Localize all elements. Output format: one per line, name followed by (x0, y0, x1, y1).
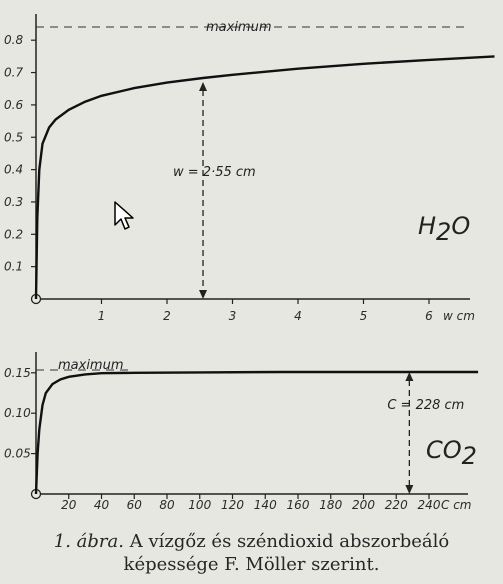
x-tick-label: 5 (360, 309, 368, 323)
y-tick-label: 0.15 (4, 366, 31, 380)
x-tick-label: 3 (229, 309, 237, 323)
x-tick-label: 160 (287, 498, 310, 512)
x-tick-label: 100 (188, 498, 211, 512)
co2-x-ticks: 20 40 60 80 100 120 140 160 180 200 220 240 C cm (61, 494, 471, 512)
arrow-up-icon (199, 82, 208, 91)
x-tick-label: 4 (294, 309, 302, 323)
figure-caption: 1. ábra. A vízgőz és széndioxid abszorbe… (0, 530, 503, 576)
arrow-down-icon (405, 485, 414, 494)
x-tick-label: 60 (127, 498, 143, 512)
h2o-x-ticks: 1 2 3 4 5 6 w cm (98, 299, 475, 323)
caption-line-1: 1. ábra. A vízgőz és széndioxid abszorbe… (0, 530, 503, 553)
y-tick-label: 0.4 (4, 163, 23, 177)
co2-max-label: maximum (58, 358, 124, 373)
annotation-label: w = 2·55 cm (173, 165, 256, 180)
x-tick-label: 120 (221, 498, 244, 512)
figure-label: 1. ábra. (53, 531, 124, 552)
x-tick-label: 80 (159, 498, 175, 512)
x-tick-label: 1 (98, 309, 106, 323)
x-axis-label: C cm (441, 498, 471, 512)
x-tick-label: 240 (418, 498, 441, 512)
mouse-cursor-icon (114, 201, 134, 230)
co2-panel: maximum 0.05 0.10 0.15 20 40 60 80 100 120 140 16… (4, 352, 479, 512)
x-tick-label: 220 (385, 498, 408, 512)
x-tick-label: 40 (94, 498, 110, 512)
h2o-series-line (34, 55, 495, 300)
y-tick-label: 0.8 (4, 33, 23, 47)
annotation-label: C = 228 cm (387, 398, 464, 413)
x-axis-label: w cm (443, 309, 475, 323)
y-tick-label: 0.5 (4, 130, 23, 144)
co2-species-label: CO2 (426, 436, 477, 470)
y-tick-label: 0.1 (4, 260, 23, 274)
x-tick-label: 6 (425, 309, 433, 323)
arrow-down-icon (199, 290, 208, 299)
caption-line-2: képessége F. Möller szerint. (123, 554, 380, 575)
y-tick-label: 0.05 (4, 447, 31, 461)
y-tick-label: 0.10 (4, 406, 31, 420)
y-tick-label: 0.6 (4, 98, 23, 112)
h2o-species-label: H2O (418, 212, 470, 246)
arrow-up-icon (405, 372, 414, 381)
y-tick-label: 0.2 (4, 227, 23, 241)
co2-series-line (34, 370, 479, 495)
y-tick-label: 0.7 (4, 66, 23, 80)
h2o-y-ticks: 0.1 0.2 0.3 0.4 0.5 0.6 0.7 0.8 (4, 33, 36, 274)
x-tick-label: 140 (254, 498, 277, 512)
x-tick-label: 2 (163, 309, 171, 323)
x-tick-label: 20 (61, 498, 77, 512)
y-tick-label: 0.3 (4, 195, 23, 209)
caption-text-1: A vízgőz és széndioxid abszorbeáló (129, 531, 450, 552)
x-tick-label: 180 (319, 498, 342, 512)
co2-annotation: C = 228 cm (387, 372, 464, 494)
h2o-annotation: w = 2·55 cm (173, 82, 256, 299)
h2o-max-label: maximum (206, 20, 272, 35)
co2-y-ticks: 0.05 0.10 0.15 (4, 366, 36, 461)
x-tick-label: 200 (352, 498, 375, 512)
